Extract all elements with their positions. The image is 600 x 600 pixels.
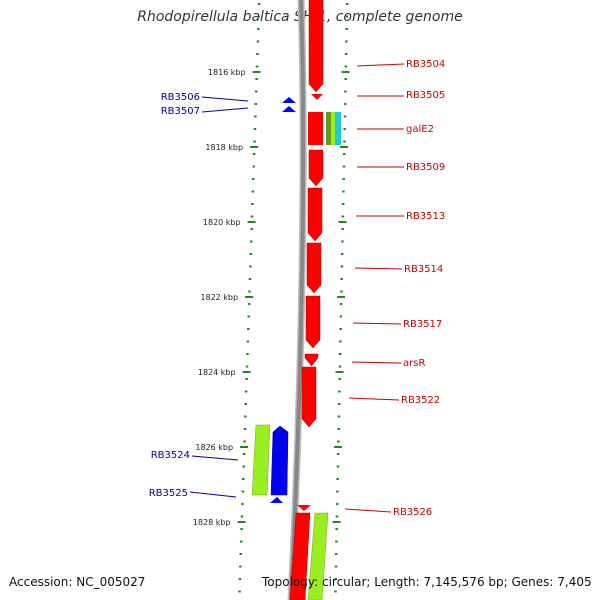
gene-RB3507-arrow bbox=[282, 106, 296, 112]
leader-line-RB3506 bbox=[201, 96, 249, 102]
gene-label-RB3506: RB3506 bbox=[161, 92, 200, 103]
gene-galE2-green bbox=[331, 112, 335, 145]
gene-label-RB3526: RB3526 bbox=[393, 507, 432, 518]
gene-RB3514-arrow bbox=[306, 242, 322, 294]
gene-RB3524-arrow bbox=[270, 425, 289, 496]
leader-line-RB3507 bbox=[201, 107, 249, 113]
leader-line-RB3525 bbox=[189, 491, 237, 498]
scale-label: 1822 kbp bbox=[200, 293, 238, 302]
leader-line-RB3517 bbox=[352, 322, 402, 325]
accession-text: Accession: NC_005027 bbox=[9, 575, 146, 589]
scale-label: 1816 kbp bbox=[208, 68, 246, 77]
gene-galE2-teal bbox=[335, 112, 341, 145]
scale-label: 1820 kbp bbox=[203, 218, 241, 227]
gene-label-arsR: arsR bbox=[403, 358, 425, 369]
scale-label: 1818 kbp bbox=[205, 143, 243, 152]
gene-label-RB3513: RB3513 bbox=[406, 211, 445, 222]
gene-green-lower-right bbox=[307, 512, 329, 600]
gene-label-galE2: galE2 bbox=[406, 124, 434, 135]
gene-label-RB3507: RB3507 bbox=[161, 106, 200, 117]
gene-red-lower bbox=[289, 512, 311, 600]
scale-label: 1824 kbp bbox=[198, 368, 236, 377]
gene-RB3506-arrow bbox=[282, 97, 296, 103]
gene-arsR-arrow bbox=[304, 353, 319, 367]
gene-RB3509-arrow bbox=[308, 149, 324, 187]
gene-label-RB3505: RB3505 bbox=[406, 90, 445, 101]
gene-label-RB3514: RB3514 bbox=[404, 264, 443, 275]
leader-line-RB3524 bbox=[191, 455, 239, 461]
gene-label-RB3509: RB3509 bbox=[406, 162, 445, 173]
gene-label-RB3517: RB3517 bbox=[403, 319, 442, 330]
gene-RB3524-green bbox=[251, 424, 271, 496]
gene-label-RB3525: RB3525 bbox=[149, 488, 188, 499]
gene-RB3525-arrow bbox=[270, 497, 283, 503]
gene-label-RB3522: RB3522 bbox=[401, 395, 440, 406]
gene-label-RB3504: RB3504 bbox=[406, 59, 445, 70]
leader-line-RB3514 bbox=[354, 267, 403, 270]
gene-RB3513-arrow bbox=[307, 187, 323, 242]
gene-RB3505-arrow bbox=[311, 94, 323, 100]
scale-label: 1828 kbp bbox=[193, 518, 231, 527]
leader-line-arsR bbox=[351, 361, 402, 364]
leader-line-RB3504 bbox=[356, 63, 405, 67]
scale-label: 1826 kbp bbox=[195, 443, 233, 452]
topology-text: Topology: circular; Length: 7,145,576 bp… bbox=[262, 575, 592, 589]
leader-line-RB3526 bbox=[344, 508, 392, 513]
gene-galE2-red bbox=[308, 112, 323, 145]
gene-RB3526-arrow bbox=[297, 505, 311, 511]
leader-line-RB3522 bbox=[348, 397, 400, 401]
gene-RB3517-arrow bbox=[305, 295, 321, 349]
gene-galE2-olive bbox=[326, 112, 331, 145]
backbone bbox=[289, 0, 306, 600]
gene-RB3522-arrow bbox=[301, 366, 317, 428]
gene-RB3504-arrow bbox=[308, 0, 324, 93]
gene-label-RB3524: RB3524 bbox=[151, 450, 190, 461]
